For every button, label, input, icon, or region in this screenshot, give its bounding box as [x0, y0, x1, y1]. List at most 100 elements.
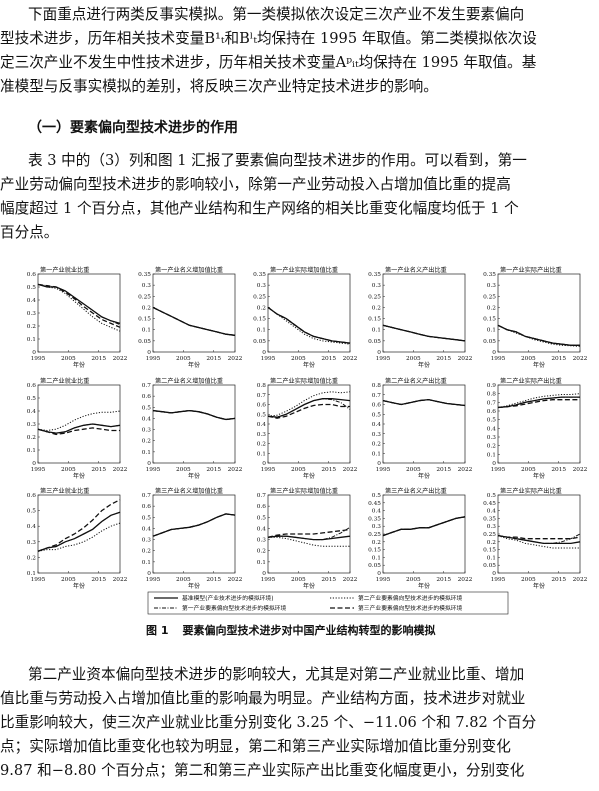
y-tick-label: 0.3 [257, 538, 267, 544]
x-tick-label: 2022 [113, 577, 128, 583]
y-tick-label: 0.6 [372, 403, 382, 409]
y-tick-label: 0.3 [487, 435, 497, 441]
x-tick-label: 2022 [458, 467, 473, 473]
x-tick-label: 2005 [406, 577, 421, 583]
y-tick-label: 0 [492, 571, 496, 577]
plot-frame [37, 384, 121, 464]
subplot-title: 第三产业名义产出比重 [385, 487, 447, 495]
x-tick-label: 2022 [228, 577, 243, 583]
x-tick-label: 2015 [91, 467, 106, 473]
x-axis-label: 年份 [418, 361, 430, 369]
y-tick-label: 0.2 [372, 540, 382, 546]
y-tick-label: 0.1 [142, 450, 151, 456]
y-tick-label: 0.6 [27, 272, 37, 278]
y-tick-label: 0.3 [257, 432, 267, 438]
x-axis-label: 年份 [533, 361, 545, 369]
x-tick-label: 2015 [321, 467, 336, 473]
y-tick-label: 0.45 [483, 501, 496, 507]
y-tick-label: 0.5 [372, 493, 382, 499]
text-line: 下面重点进行两类反事实模拟。第一类模拟依次设定三次产业不发生要素偏向 [28, 6, 525, 23]
x-axis-label: 年份 [73, 361, 85, 369]
y-tick-label: 0.2 [27, 555, 37, 561]
series-line [37, 423, 121, 434]
x-axis-label: 年份 [418, 472, 430, 480]
y-tick-label: 0 [492, 350, 496, 356]
series-line [37, 283, 121, 325]
y-tick-label: 0.2 [27, 324, 37, 330]
x-tick-label: 1995 [31, 356, 46, 362]
x-tick-label: 2005 [521, 467, 536, 473]
y-tick-label: 0.5 [142, 515, 152, 521]
y-tick-label: 0.4 [257, 526, 267, 532]
y-tick-label: 0.4 [257, 422, 267, 428]
x-tick-label: 2005 [291, 356, 306, 362]
x-tick-label: 2015 [206, 577, 221, 583]
series-line [37, 283, 121, 328]
subplot: 第一产业就业比重 0 0.1 0.2 0.3 0.4 0.5 0.6 1995 2005 2015 2… [27, 266, 128, 369]
plot-frame [37, 494, 121, 574]
text-line: 准模型与反事实模拟的差别，将反映三次产业特定技术进步的影响。 [0, 78, 438, 95]
y-tick-label: 0.3 [27, 422, 37, 428]
y-tick-label: 0.25 [138, 294, 151, 300]
text-line: 定三次产业不发生中性技术进步，历年相关技术变量Aᵖᵢₜ均保持在 1995 年取值… [0, 54, 537, 71]
subplot-title: 第二产业实际增加值比重 [270, 377, 338, 385]
x-tick-label: 2022 [458, 577, 473, 583]
series-line [497, 534, 581, 540]
text-line: 幅度超过 1 个百分点，其他产业结构和生产网络的相关比重变化幅度均低于 1 个 [0, 200, 519, 217]
subplot: 第三产业实际增加值比重 0 0.1 0.2 0.3 0.4 0.5 0.6 0.7 1995 200… [257, 487, 358, 590]
subplot: 第一产业实际产出比重 0 0.05 0.1 0.15 0.2 0.25 0.3 0.35 1995… [483, 266, 588, 369]
x-tick-label: 2015 [436, 577, 451, 583]
subplot-title: 第二产业实际产出比重 [500, 377, 562, 385]
series-line [152, 513, 236, 537]
figure-caption: 图 1 要素偏向型技术进步对中国产业结构转型的影响模拟 [146, 622, 435, 638]
x-axis-label: 年份 [188, 472, 200, 480]
x-tick-label: 1995 [146, 356, 161, 362]
y-tick-label: 0.15 [483, 548, 496, 554]
y-tick-label: 0.2 [372, 305, 382, 311]
text-line: 产业劳动偏向型技术进步的影响较小，除第一产业劳动投入占增加值比重的提高 [0, 176, 511, 193]
x-tick-label: 2022 [343, 356, 358, 362]
series-line [497, 396, 580, 408]
y-tick-label: 0.25 [483, 532, 496, 538]
y-tick-label: 0.7 [142, 493, 152, 499]
y-tick-label: 0.3 [372, 432, 382, 438]
x-axis-label: 年份 [533, 582, 545, 590]
x-tick-label: 2005 [176, 356, 191, 362]
plot-frame [152, 494, 236, 574]
series-line [267, 306, 351, 344]
y-tick-label: 0.5 [257, 412, 267, 418]
y-tick-label: 0.4 [27, 409, 37, 415]
y-tick-label: 0.4 [487, 426, 497, 432]
plot-frame [497, 494, 581, 574]
subplot-title: 第三产业实际增加值比重 [270, 487, 338, 495]
series-line [37, 283, 121, 326]
y-tick-label: 0 [262, 571, 266, 577]
figure-1-chart-grid: 第一产业就业比重 0 0.1 0.2 0.3 0.4 0.5 0.6 1995 2005 2015 2… [27, 266, 588, 615]
series-line [267, 306, 351, 344]
y-tick-label: 0.15 [368, 317, 381, 323]
y-tick-label: 0.1 [257, 328, 266, 334]
series-line [497, 324, 580, 346]
x-tick-label: 2015 [91, 577, 106, 583]
x-axis-label: 年份 [418, 582, 430, 590]
y-tick-label: 0.1 [27, 337, 36, 343]
plot-frame [152, 273, 236, 353]
y-tick-label: 0.8 [487, 392, 497, 398]
subplot: 第三产业名义增加值比重 0 0.1 0.2 0.3 0.4 0.5 0.6 0.7 1995 200… [142, 487, 243, 590]
y-tick-label: 0.4 [372, 422, 382, 428]
x-tick-label: 2005 [176, 467, 191, 473]
x-tick-label: 2022 [228, 467, 243, 473]
series-line [152, 306, 236, 336]
y-tick-label: 0.4 [487, 509, 497, 515]
series-line [382, 324, 466, 342]
y-tick-label: 0.1 [142, 328, 151, 334]
y-tick-label: 0 [377, 461, 381, 467]
subplot: 第二产业实际增加值比重 0 0.1 0.2 0.3 0.4 0.5 0.6 0.7 0.8 1995… [257, 377, 358, 480]
y-tick-label: 0.3 [142, 538, 152, 544]
subplot: 第三产业就业比重 0.1 0.2 0.3 0.4 0.5 0.6 1995 2005 2015 20… [27, 487, 128, 590]
x-tick-label: 2005 [61, 356, 76, 362]
subplot-title: 第一产业实际增加值比重 [270, 266, 338, 274]
x-tick-label: 2022 [573, 577, 588, 583]
y-tick-label: 0.5 [487, 493, 497, 499]
series-line [497, 399, 580, 409]
